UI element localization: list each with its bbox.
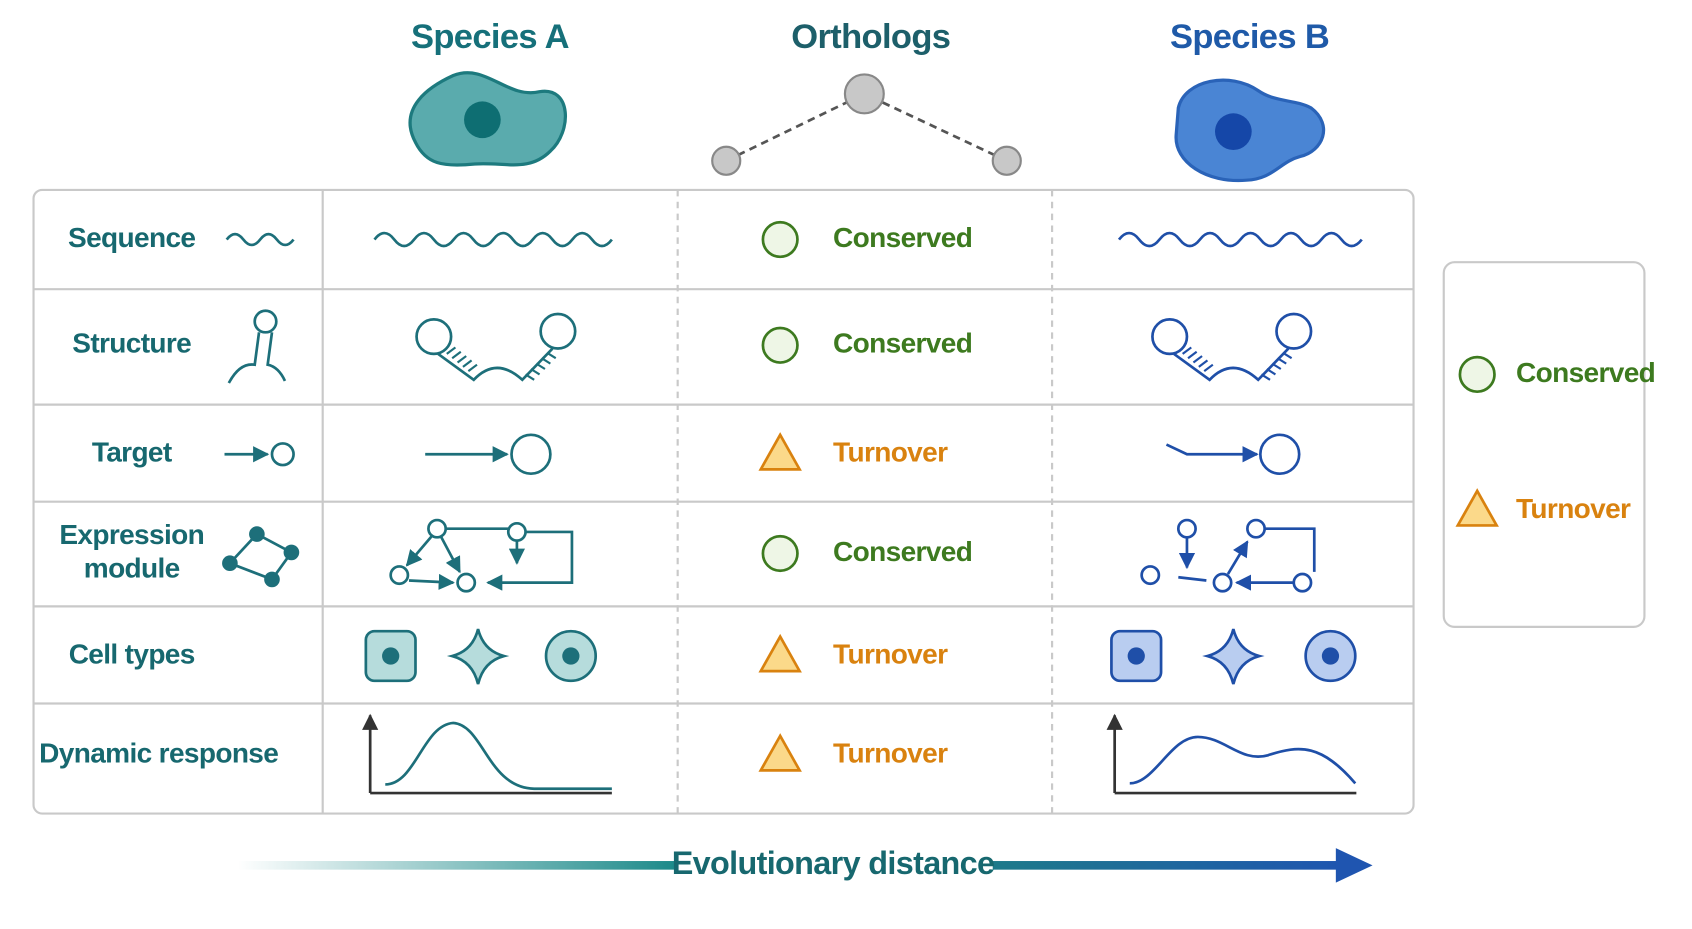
node bbox=[415, 318, 453, 356]
legend-box bbox=[1442, 261, 1646, 628]
connector bbox=[1165, 443, 1259, 463]
turnover-icon bbox=[1455, 488, 1499, 527]
ortholog-tree bbox=[711, 73, 1022, 176]
node bbox=[510, 433, 552, 476]
base-pair bbox=[1187, 350, 1198, 360]
base-pair bbox=[530, 368, 541, 376]
connector bbox=[440, 536, 461, 574]
base-pair bbox=[456, 355, 467, 364]
structure bbox=[1173, 347, 1290, 382]
node bbox=[427, 518, 448, 539]
status-label: Turnover bbox=[833, 437, 948, 468]
connector bbox=[1178, 575, 1207, 582]
cell-b bbox=[1174, 78, 1325, 183]
connector bbox=[1264, 527, 1316, 572]
column-title: Orthologs bbox=[791, 18, 950, 56]
base-pair bbox=[1203, 363, 1214, 373]
node bbox=[1212, 572, 1233, 593]
turnover-icon bbox=[758, 432, 802, 471]
cell-nucleus bbox=[562, 647, 580, 665]
cell-star bbox=[446, 628, 510, 685]
base-pair bbox=[1282, 351, 1293, 360]
base-pair bbox=[524, 373, 535, 381]
connector bbox=[405, 535, 433, 567]
node bbox=[539, 312, 577, 350]
legend-label: Conserved bbox=[1516, 357, 1655, 388]
connector bbox=[408, 573, 455, 591]
turnover-icon bbox=[758, 633, 802, 673]
node bbox=[264, 571, 280, 588]
base-pair bbox=[1192, 355, 1203, 364]
base-pair bbox=[1266, 368, 1277, 376]
node bbox=[1176, 518, 1197, 539]
response-curve bbox=[1129, 735, 1357, 785]
base-pair bbox=[467, 363, 478, 373]
column-title: Species B bbox=[1170, 18, 1329, 56]
base-pair bbox=[535, 362, 546, 370]
status-label: Conserved bbox=[833, 328, 972, 359]
node bbox=[253, 309, 278, 334]
node bbox=[1140, 565, 1161, 586]
node bbox=[1258, 433, 1301, 476]
turnover-icon bbox=[758, 733, 802, 772]
connector bbox=[486, 530, 574, 591]
structure bbox=[227, 332, 287, 384]
base-pair bbox=[1198, 359, 1209, 368]
table-grid bbox=[32, 188, 1415, 815]
row-icons bbox=[222, 231, 1363, 795]
wave bbox=[373, 231, 613, 248]
node bbox=[1151, 318, 1189, 356]
row-label: Dynamic response bbox=[39, 738, 278, 769]
conserved-icon bbox=[761, 534, 799, 573]
row-label: module bbox=[84, 553, 180, 584]
connector bbox=[1226, 540, 1249, 575]
cell-nucleus bbox=[1127, 647, 1145, 665]
base-pair bbox=[462, 359, 473, 368]
cell-nucleus bbox=[1321, 647, 1340, 665]
node bbox=[222, 555, 238, 572]
conserved-icon bbox=[761, 326, 799, 364]
node bbox=[506, 521, 527, 542]
status-label: Turnover bbox=[833, 638, 948, 669]
status-label: Conserved bbox=[833, 222, 972, 253]
base-pair bbox=[1277, 357, 1287, 365]
node bbox=[249, 526, 265, 542]
status-label: Turnover bbox=[833, 738, 948, 769]
response-curve bbox=[385, 721, 612, 791]
base-pair bbox=[1260, 373, 1271, 381]
conserved-icon bbox=[1458, 355, 1496, 394]
row-label: Cell types bbox=[69, 638, 195, 669]
base-pair bbox=[451, 350, 462, 360]
wave bbox=[1117, 231, 1363, 248]
structure bbox=[437, 347, 554, 382]
footer-label: Evolutionary distance bbox=[672, 845, 995, 881]
row-label: Structure bbox=[72, 328, 191, 359]
node bbox=[1292, 572, 1313, 593]
column-title: Species A bbox=[411, 18, 570, 56]
conserved-icon bbox=[761, 220, 799, 259]
node bbox=[1275, 312, 1313, 350]
base-pair bbox=[541, 357, 551, 365]
cell-nucleus bbox=[382, 647, 400, 665]
cell-a bbox=[408, 71, 568, 167]
footer-arrow bbox=[237, 848, 1373, 883]
wave bbox=[225, 232, 295, 247]
cell-star bbox=[1202, 628, 1265, 685]
base-pair bbox=[446, 346, 457, 355]
row-label: Sequence bbox=[68, 222, 195, 253]
node bbox=[270, 442, 295, 467]
node bbox=[283, 544, 300, 561]
base-pair bbox=[1271, 362, 1282, 370]
base-pair bbox=[1181, 346, 1192, 355]
node bbox=[456, 572, 477, 593]
node bbox=[389, 565, 410, 586]
status-label: Conserved bbox=[833, 536, 972, 567]
row-label: Expression bbox=[59, 519, 204, 550]
legend-label: Turnover bbox=[1516, 493, 1631, 524]
base-pair bbox=[546, 351, 557, 360]
row-label: Target bbox=[92, 437, 172, 468]
node bbox=[1246, 518, 1266, 539]
